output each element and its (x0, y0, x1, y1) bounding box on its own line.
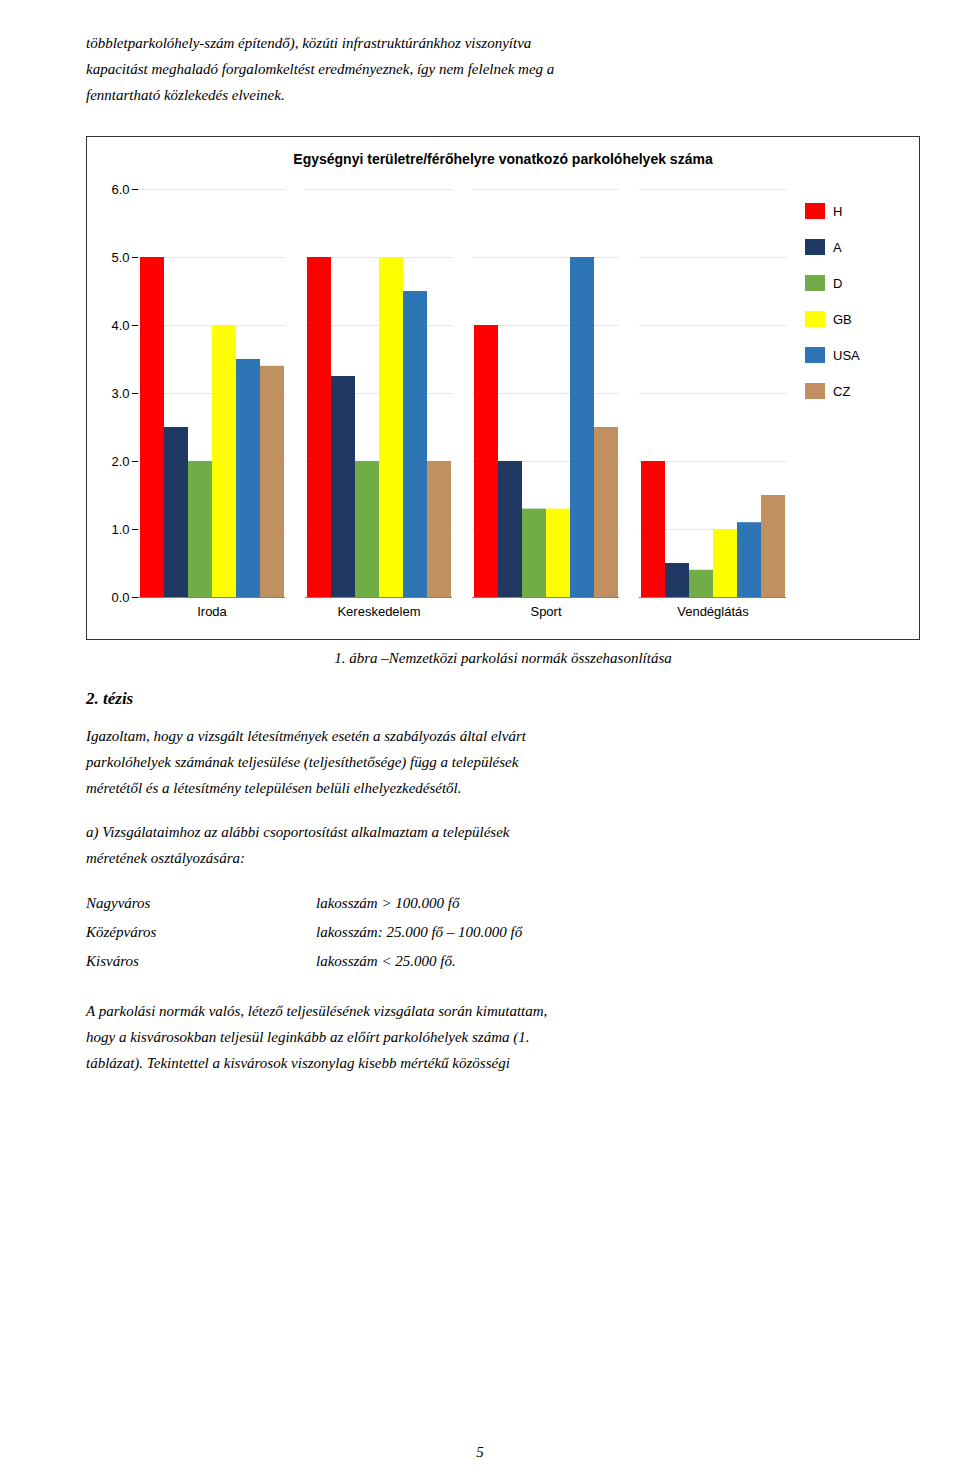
svg-text:Vendéglátás: Vendéglátás (677, 604, 749, 619)
html-text:CZ: CZ (833, 383, 851, 399)
html-text:lakosszám < 25.000 fő.: lakosszám < 25.000 fő. (316, 953, 456, 969)
svg-text:4.0: 4.0 (111, 318, 129, 333)
html-text:2. tézis: 2. tézis (86, 689, 134, 708)
html-text:D: D (833, 275, 843, 291)
html-text:parkolóhelyek számának teljesü: parkolóhelyek számának teljesülése (telj… (86, 754, 519, 770)
html-text:Kisváros: Kisváros (86, 953, 139, 969)
html-text:méretének osztályozására:: méretének osztályozására: (86, 850, 245, 866)
svg-text:Kereskedelem: Kereskedelem (337, 604, 420, 619)
html-text:lakosszám > 100.000 fő: lakosszám > 100.000 fő (316, 895, 460, 911)
svg-text:0.0: 0.0 (111, 590, 129, 605)
html-text:többletparkolóhely-szám építen: többletparkolóhely-szám építendő), közút… (86, 35, 532, 51)
html-text:Egységnyi területre/férőhelyre: Egységnyi területre/férőhelyre vonatkozó… (293, 151, 713, 167)
html-text:USA: USA (833, 347, 860, 363)
html-text:H: H (833, 203, 843, 219)
html-text:Nagyváros: Nagyváros (86, 895, 151, 911)
html-text:táblázat). Tekintettel a kisvá: táblázat). Tekintettel a kisvárosok visz… (86, 1055, 510, 1071)
html-text:1. ábra –Nemzetközi parkolási: 1. ábra –Nemzetközi parkolási normák öss… (334, 650, 672, 666)
svg-text:Iroda: Iroda (197, 604, 227, 619)
svg-text:3.0: 3.0 (111, 386, 129, 401)
html-text:Középváros: Középváros (86, 924, 157, 940)
html-text:Igazoltam, hogy a vizsgált lét: Igazoltam, hogy a vizsgált létesítmények… (86, 728, 526, 744)
html-text:A: A (833, 239, 842, 255)
svg-text:1.0: 1.0 (111, 522, 129, 537)
html-text:méretétől és a létesítmény tel: méretétől és a létesítmény településen b… (86, 780, 462, 796)
svg-text:Sport: Sport (530, 604, 561, 619)
html-text:lakosszám: 25.000 fő – 100.000: lakosszám: 25.000 fő – 100.000 fő (316, 924, 523, 940)
html-text:fenntartható közlekedés elvein: fenntartható közlekedés elveinek. (86, 87, 285, 103)
html-text:a) Vizsgálataimhoz az alábbi c: a) Vizsgálataimhoz az alábbi csoportosít… (86, 824, 510, 840)
svg-text:5.0: 5.0 (111, 250, 129, 265)
html-text:hogy a kisvárosokban teljesül: hogy a kisvárosokban teljesül leginkább … (86, 1029, 530, 1045)
svg-text:2.0: 2.0 (111, 454, 129, 469)
html-text:5: 5 (476, 1444, 484, 1460)
html-text:GB: GB (833, 311, 852, 327)
html-text:kapacitást meghaladó forgalomk: kapacitást meghaladó forgalomkeltést ere… (86, 61, 555, 77)
svg-text:6.0: 6.0 (111, 182, 129, 197)
html-text:A parkolási normák valós, léte: A parkolási normák valós, létező teljesü… (86, 1003, 548, 1019)
